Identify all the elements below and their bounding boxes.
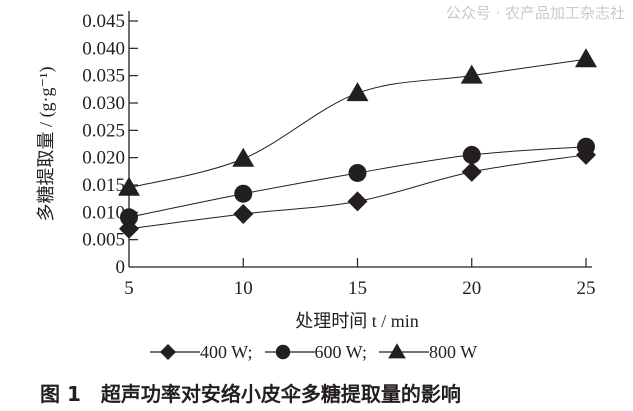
y-tick-label: 0.035 [82,66,125,87]
x-tick-label: 20 [462,278,481,299]
legend-item: 800 W [379,340,485,364]
triangle-marker [232,147,255,167]
y-tick-label: 0.005 [82,230,125,251]
legend-item: 400 W; [150,340,261,364]
legend: 400 W; 600 W; 800 W [150,340,485,364]
diamond-marker [347,191,368,212]
figure-caption: 图 1 超声功率对安络小皮伞多糖提取量的影响 [40,382,461,406]
y-tick-label: 0.030 [82,93,125,114]
y-tick-label: 0.020 [82,148,125,169]
y-axis-label: 多糖提取量 / (g·g⁻¹) [36,67,57,222]
y-tick-label: 0.045 [82,11,125,32]
line-chart: 0 0.005 0.010 0.015 0.020 0.025 0.030 0.035 0.04… [36,11,597,331]
circle-marker [120,208,138,227]
y-tick-label: 0.040 [82,38,125,59]
diamond-marker [160,344,176,360]
legend-label: 800 W [429,341,478,362]
diamond-marker [233,203,254,224]
legend-item: 600 W; [264,340,376,364]
legend-symbol [264,344,315,360]
y-tick-label: 0.025 [82,120,125,141]
circle-marker [348,163,367,182]
x-tick-label: 5 [124,278,134,299]
triangle-marker [460,64,483,84]
diamond-marker [461,161,482,182]
x-tick-label: 25 [577,278,596,299]
y-tick-label: 0.010 [82,202,125,223]
circle-marker [462,145,481,164]
legend-symbol [150,344,200,360]
legend-label: 600 W; [314,341,368,362]
triangle-marker [575,48,597,68]
y-tick-label: 0.015 [82,175,125,196]
watermark: 公众号 · 农产品加工杂志社 [445,4,625,22]
x-tick-label: 15 [348,278,367,299]
legend-label: 400 W; [200,341,253,362]
legend-symbol [379,343,429,359]
triangle-marker [346,82,369,102]
circle-marker [275,344,290,360]
x-axis-label: 处理时间 t / min [295,311,419,331]
x-tick-label: 10 [234,278,253,299]
circle-marker [577,137,595,156]
triangle-marker [118,176,140,196]
triangle-marker [388,343,406,359]
circle-marker [234,184,253,203]
y-tick-label: 0 [116,257,126,278]
